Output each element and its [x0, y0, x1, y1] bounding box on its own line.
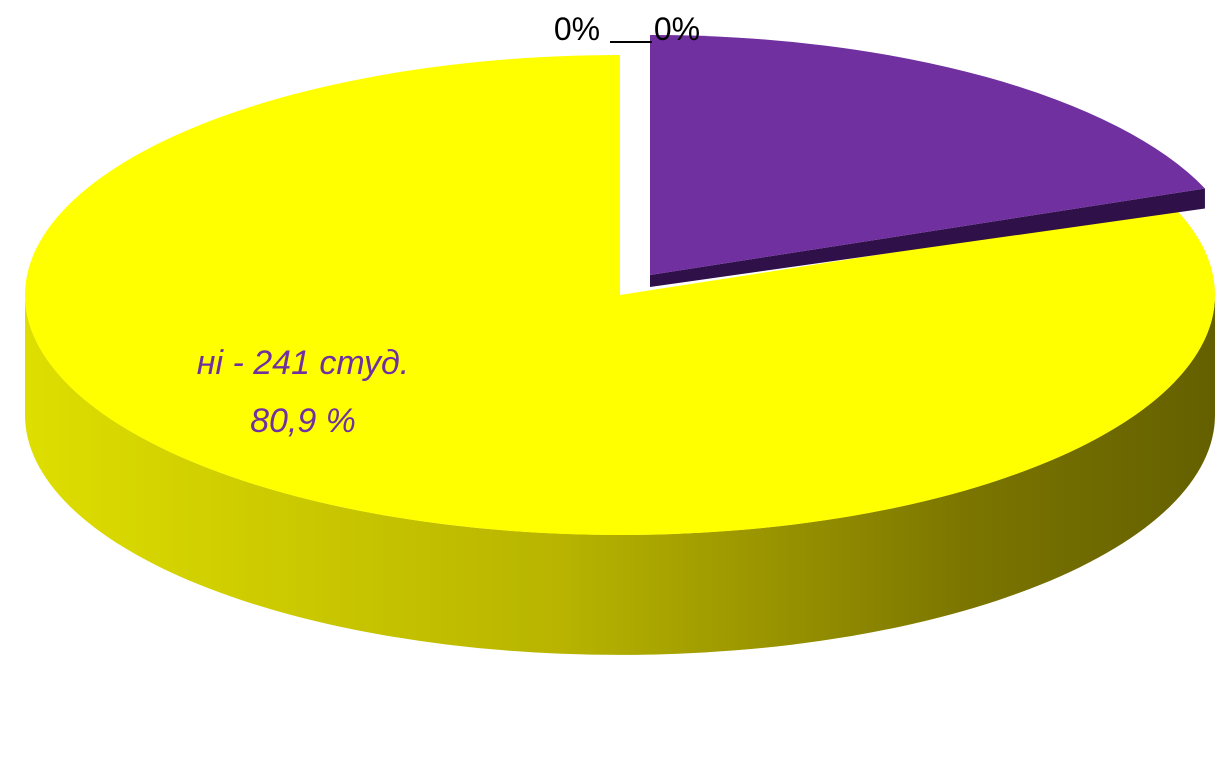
slice-label-ni-count: ні - 241 студ. [197, 344, 409, 382]
pie-slice-ni-side [25, 295, 1215, 655]
pie-slice-ni [24, 55, 1215, 535]
slice-label-tak-percent: 19,1 % [769, 173, 875, 211]
zero-percent-label-left: 0% [554, 11, 600, 47]
zero-percent-label-right: 0% [654, 11, 700, 47]
slice-label-tak-count: так - 57 студ. [707, 116, 937, 154]
pie-slice-tak [650, 35, 1205, 275]
pie-slices [24, 35, 1215, 655]
slice-label-ni-percent: 80,9 % [250, 402, 356, 440]
pie-slice-tak-side [650, 188, 1205, 287]
